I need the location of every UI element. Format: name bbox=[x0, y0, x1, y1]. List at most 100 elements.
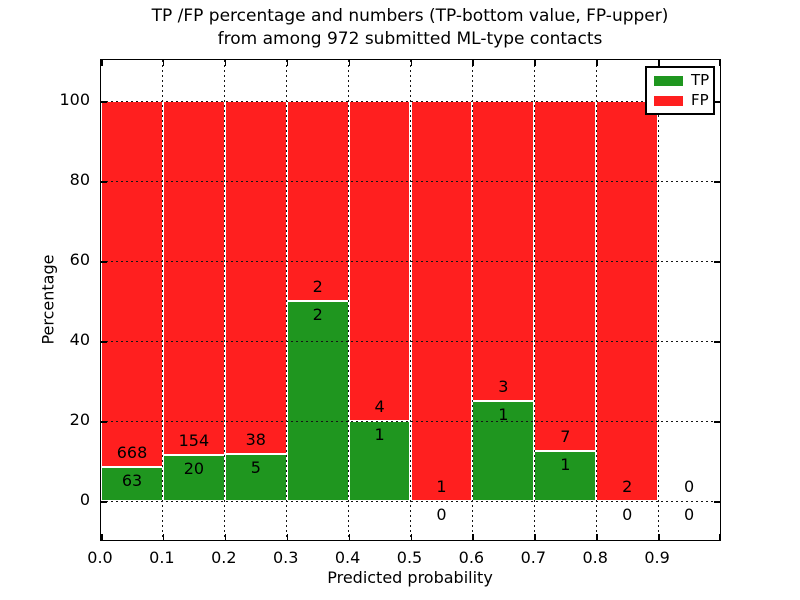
x-tick-mark bbox=[718, 60, 720, 66]
gridline-horizontal bbox=[101, 341, 720, 342]
y-tick-mark bbox=[101, 261, 107, 263]
annotation-tp-count: 1 bbox=[374, 425, 385, 444]
y-tick-mark bbox=[714, 181, 720, 183]
bar-segment-tp bbox=[472, 401, 535, 501]
annotation-fp-count: 2 bbox=[622, 477, 633, 496]
x-tick-mark bbox=[162, 60, 165, 66]
gridline-horizontal bbox=[101, 181, 720, 182]
y-tick-mark bbox=[714, 341, 720, 343]
y-tick-mark bbox=[101, 501, 107, 503]
bar-segment-fp bbox=[534, 101, 597, 451]
bar-segment-fp bbox=[162, 101, 225, 456]
annotation-fp-count: 1 bbox=[436, 477, 447, 496]
y-tick-mark bbox=[714, 421, 720, 423]
x-tick-mark bbox=[718, 534, 720, 540]
x-tick-mark bbox=[348, 60, 351, 66]
y-tick-mark bbox=[714, 101, 720, 103]
annotation-fp-count: 668 bbox=[116, 442, 148, 462]
chart-title-line1: TP /FP percentage and numbers (TP-bottom… bbox=[151, 6, 669, 26]
gridline-vertical bbox=[348, 60, 350, 540]
annotation-tp-count: 2 bbox=[312, 305, 323, 324]
x-tick-mark bbox=[348, 534, 351, 540]
y-tick-label: 0 bbox=[79, 490, 90, 509]
x-tick-mark bbox=[472, 534, 474, 540]
x-tick-mark bbox=[658, 534, 660, 540]
x-tick-mark bbox=[534, 534, 536, 540]
annotation-tp-count: 1 bbox=[498, 405, 509, 424]
legend-item: FP bbox=[654, 91, 709, 109]
x-tick-mark bbox=[534, 60, 536, 66]
x-tick-mark bbox=[596, 60, 598, 66]
y-tick-label: 60 bbox=[69, 250, 90, 269]
y-tick-mark bbox=[101, 421, 107, 423]
x-tick-mark bbox=[286, 60, 289, 66]
x-tick-label: 0.2 bbox=[211, 548, 237, 567]
bar-segment-fp bbox=[224, 101, 287, 455]
x-tick-label: 0.4 bbox=[334, 548, 361, 567]
legend-swatch-tp bbox=[654, 75, 683, 86]
y-tick-mark bbox=[101, 101, 107, 103]
gridline-vertical bbox=[533, 60, 535, 540]
gridline-vertical bbox=[286, 60, 288, 540]
gridline-vertical bbox=[410, 60, 411, 540]
x-tick-mark bbox=[101, 60, 103, 66]
y-tick-mark bbox=[714, 261, 720, 263]
y-tick-mark bbox=[714, 501, 720, 503]
chart-title-line2: from among 972 submitted ML-type contact… bbox=[217, 29, 603, 49]
gridline-vertical bbox=[471, 60, 473, 540]
y-tick-mark bbox=[101, 181, 107, 183]
legend-label: FP bbox=[691, 91, 709, 109]
annotation-fp-count: 2 bbox=[312, 277, 323, 296]
annotation-fp-count: 4 bbox=[374, 397, 385, 416]
gridline-horizontal bbox=[101, 261, 720, 262]
annotation-tp-count: 0 bbox=[684, 505, 695, 524]
x-tick-label: 0.5 bbox=[396, 548, 423, 567]
annotation-tp-count: 5 bbox=[250, 458, 261, 478]
gridline-vertical bbox=[657, 60, 659, 540]
annotation-tp-count: 0 bbox=[622, 505, 633, 524]
annotation-fp-count: 7 bbox=[560, 427, 571, 446]
plot-area: 668 63 154 20 38 5 2 2 4 1 1 0 3 1 7 1 2 0 0 0 bbox=[100, 59, 721, 541]
annotation-fp-count: 154 bbox=[178, 431, 210, 451]
x-tick-mark bbox=[410, 60, 412, 66]
x-tick-label: 0.7 bbox=[520, 548, 547, 567]
annotation-fp-count: 0 bbox=[684, 477, 695, 496]
annotation-tp-count: 1 bbox=[560, 455, 571, 474]
x-tick-label: 0.0 bbox=[87, 548, 113, 567]
x-tick-label: 0.3 bbox=[272, 548, 299, 567]
x-tick-mark bbox=[596, 534, 598, 540]
y-axis-title: Percentage bbox=[38, 254, 58, 345]
bar-segment-fp bbox=[286, 101, 349, 301]
y-tick-label: 40 bbox=[69, 330, 90, 349]
y-tick-mark bbox=[101, 341, 107, 343]
bar-segment-fp bbox=[410, 101, 473, 501]
annotation-tp-count: 20 bbox=[183, 459, 205, 479]
bar-segment-tp bbox=[286, 301, 349, 501]
x-tick-mark bbox=[658, 60, 660, 66]
bar-segment-tp bbox=[534, 451, 597, 501]
y-tick-label: 100 bbox=[59, 90, 90, 109]
x-tick-label: 0.6 bbox=[458, 548, 485, 567]
x-tick-label: 0.9 bbox=[644, 548, 670, 567]
x-tick-mark bbox=[101, 534, 103, 540]
x-tick-mark bbox=[224, 534, 227, 540]
annotation-tp-count: 63 bbox=[121, 470, 143, 490]
bar-segment-fp bbox=[101, 101, 163, 467]
x-axis-title: Predicted probability bbox=[327, 568, 493, 587]
gridline-horizontal bbox=[101, 421, 720, 422]
legend-item: TP bbox=[654, 71, 710, 89]
bar-segment-fp bbox=[596, 101, 659, 501]
legend-swatch-fp bbox=[654, 95, 683, 106]
x-tick-label: 0.8 bbox=[582, 548, 608, 567]
annotation-tp-count: 0 bbox=[436, 505, 447, 524]
x-tick-mark bbox=[224, 60, 227, 66]
gridline-horizontal bbox=[101, 101, 720, 102]
bar-segment-fp bbox=[472, 101, 535, 401]
y-tick-label: 80 bbox=[69, 170, 90, 189]
gridline-vertical bbox=[224, 60, 226, 540]
gridline-vertical bbox=[595, 60, 597, 540]
legend-label: TP bbox=[691, 71, 710, 89]
x-tick-mark bbox=[286, 534, 289, 540]
legend: TP FP bbox=[645, 66, 715, 115]
annotation-fp-count: 38 bbox=[245, 430, 266, 450]
